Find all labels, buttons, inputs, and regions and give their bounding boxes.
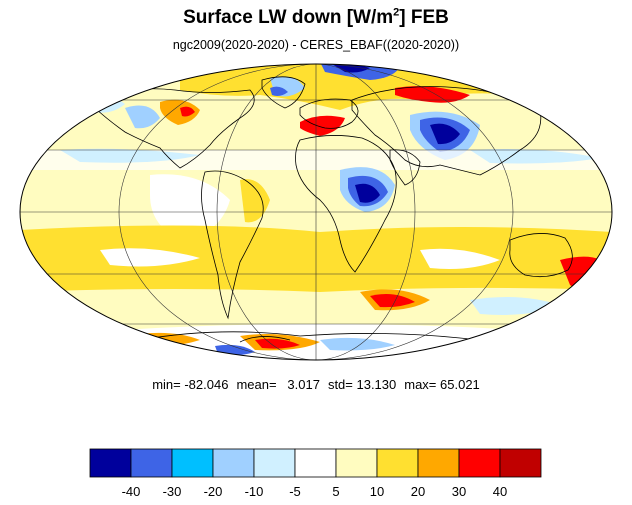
field-patch	[270, 86, 288, 96]
colorbar-swatch	[212, 448, 255, 478]
colorbar-swatch	[499, 448, 542, 478]
colorbar-label: 40	[493, 484, 507, 499]
colorbar-label: 10	[370, 484, 384, 499]
colorbar-swatch	[458, 448, 501, 478]
greenland-outline	[261, 76, 306, 109]
stat-std: std= 13.130	[327, 377, 397, 392]
field-patch	[240, 179, 270, 223]
colorbar-swatch	[130, 448, 173, 478]
asia-outline	[351, 86, 542, 176]
south-america-outline	[201, 170, 264, 320]
map-border	[19, 63, 613, 361]
field-patch	[430, 123, 460, 145]
arabia-india-outline	[389, 149, 421, 186]
colorbar-label: -30	[163, 484, 182, 499]
field-patch	[60, 148, 200, 163]
colorbar-label: -5	[289, 484, 301, 499]
field-patch	[160, 99, 200, 125]
map-title: Surface LW down [W/m2] FEB	[183, 6, 449, 28]
statistics-line: min= -82.046 mean= 3.017 std= 13.130 max= 6…	[0, 377, 632, 392]
field-patch	[320, 337, 395, 351]
colorbar-label: 30	[452, 484, 466, 499]
field-patch	[370, 294, 415, 308]
stat-min: min= -82.046	[152, 377, 229, 392]
colorbar-label: -20	[204, 484, 223, 499]
australia-outline	[509, 233, 573, 278]
north-america-outline	[94, 88, 255, 169]
europe-outline	[299, 98, 359, 129]
colorbar-label: 20	[411, 484, 425, 499]
colorbar-swatch	[171, 448, 214, 478]
coastlines	[94, 76, 573, 351]
stat-max: max= 65.021	[404, 377, 480, 392]
colorbar-label: 5	[332, 484, 339, 499]
colorbar-swatch	[89, 448, 132, 478]
colorbar-labels: -40 -30 -20 -10 -5 5 10 20 30 40	[122, 484, 508, 499]
field-patch	[470, 149, 600, 164]
colorbar-swatch	[294, 448, 337, 478]
field-patch	[300, 115, 345, 136]
africa-outline	[295, 135, 397, 273]
antarctic-peninsula-outline	[239, 336, 291, 343]
field-patch	[125, 105, 160, 129]
colorbar-swatch	[253, 448, 296, 478]
colorbar-label: -10	[245, 484, 264, 499]
stat-mean: mean= 3.017	[236, 377, 320, 392]
colorbar-label: -40	[122, 484, 141, 499]
field-patch	[355, 183, 380, 203]
colorbar-swatch	[376, 448, 419, 478]
field-patch	[180, 106, 195, 117]
colorbar-boxes	[89, 448, 542, 478]
graticule	[20, 64, 612, 360]
field-patch	[420, 248, 500, 269]
field-patch	[395, 86, 470, 103]
colorbar-swatch	[335, 448, 378, 478]
field-patch	[100, 248, 200, 267]
colorbar-swatch	[417, 448, 460, 478]
map-subtitle: ngc2009(2020-2020) - CERES_EBAF((2020-20…	[172, 38, 460, 52]
field-patch	[255, 338, 300, 349]
field-patch	[150, 174, 230, 240]
